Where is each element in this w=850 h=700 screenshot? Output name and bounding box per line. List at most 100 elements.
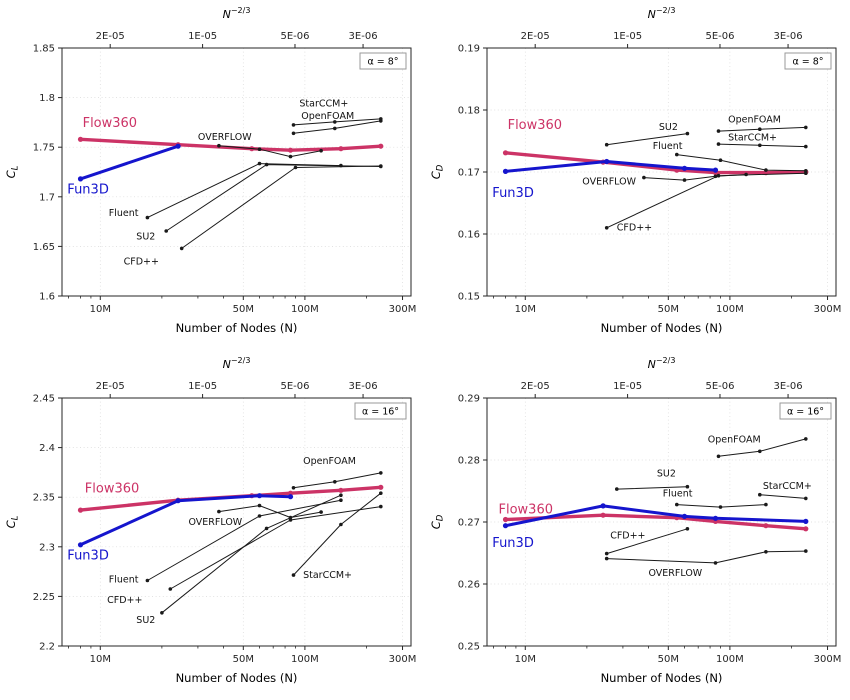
svg-text:2E-05: 2E-05 (96, 381, 125, 392)
svg-text:StarCCM+: StarCCM+ (728, 132, 777, 143)
svg-text:300M: 300M (814, 654, 842, 665)
svg-text:StarCCM+: StarCCM+ (763, 481, 812, 492)
svg-text:Number of Nodes (N): Number of Nodes (N) (176, 671, 298, 685)
svg-text:α = 16°: α = 16° (362, 407, 399, 418)
svg-text:3E-06: 3E-06 (774, 381, 803, 392)
svg-text:10M: 10M (515, 304, 536, 315)
svg-text:SU2: SU2 (659, 122, 678, 133)
svg-text:Number of Nodes (N): Number of Nodes (N) (601, 321, 723, 335)
svg-text:1.8: 1.8 (39, 93, 55, 104)
svg-text:50M: 50M (233, 654, 254, 665)
svg-text:1E-05: 1E-05 (188, 381, 217, 392)
svg-text:CL: CL (4, 165, 21, 178)
svg-text:CFD++: CFD++ (617, 222, 652, 233)
svg-text:SU2: SU2 (657, 469, 676, 480)
svg-text:Fluent: Fluent (663, 489, 693, 500)
svg-text:1.75: 1.75 (33, 143, 55, 154)
svg-text:5E-06: 5E-06 (705, 381, 734, 392)
svg-text:2.4: 2.4 (39, 443, 55, 454)
svg-text:300M: 300M (814, 304, 842, 315)
svg-text:CFD++: CFD++ (610, 531, 645, 542)
svg-text:10M: 10M (515, 654, 536, 665)
svg-text:N−2/3: N−2/3 (223, 356, 251, 371)
svg-text:5E-06: 5E-06 (280, 31, 309, 42)
svg-text:OpenFOAM: OpenFOAM (301, 111, 354, 122)
svg-text:50M: 50M (658, 304, 679, 315)
svg-text:50M: 50M (658, 654, 679, 665)
svg-text:OVERFLOW: OVERFLOW (189, 517, 243, 528)
svg-text:100M: 100M (716, 304, 744, 315)
svg-text:0.28: 0.28 (458, 456, 480, 467)
subplot-cd-alpha-8: 10M 50M 100M 300M 2E-05 1E-05 5E-06 3E-06 0.15 0.… (425, 0, 850, 350)
svg-text:StarCCM+: StarCCM+ (303, 570, 352, 581)
chart-cl-alpha16: 10M 50M 100M 300M 2E-05 1E-05 5E-06 3E-06 2.2 2.2… (4, 356, 417, 685)
svg-text:100M: 100M (291, 304, 319, 315)
svg-text:α = 8°: α = 8° (367, 57, 398, 68)
svg-text:0.26: 0.26 (458, 580, 480, 591)
svg-text:2.2: 2.2 (39, 642, 55, 653)
svg-text:OpenFOAM: OpenFOAM (303, 456, 356, 467)
svg-text:N−2/3: N−2/3 (223, 6, 251, 21)
svg-text:1.65: 1.65 (33, 242, 55, 253)
subplot-cl-alpha-8: 10M 50M 100M 300M 2E-05 1E-05 5E-06 3E-06 1.6 1.6… (0, 0, 425, 350)
svg-text:CL: CL (4, 515, 21, 528)
svg-text:Flow360: Flow360 (83, 116, 138, 131)
svg-text:100M: 100M (291, 654, 319, 665)
svg-text:OVERFLOW: OVERFLOW (582, 176, 636, 187)
svg-text:0.16: 0.16 (458, 230, 480, 241)
svg-text:2.35: 2.35 (33, 493, 55, 504)
chart-cl-alpha8: 10M 50M 100M 300M 2E-05 1E-05 5E-06 3E-06 1.6 1.6… (4, 6, 417, 335)
alpha-label-box (779, 402, 832, 420)
svg-text:OVERFLOW: OVERFLOW (198, 132, 252, 143)
svg-text:300M: 300M (389, 304, 417, 315)
svg-text:1E-05: 1E-05 (613, 381, 642, 392)
svg-text:3E-06: 3E-06 (349, 31, 378, 42)
svg-text:3E-06: 3E-06 (349, 381, 378, 392)
svg-text:0.19: 0.19 (458, 44, 480, 55)
svg-text:1.7: 1.7 (39, 192, 55, 203)
svg-text:OpenFOAM: OpenFOAM (708, 435, 761, 446)
svg-text:Fluent: Fluent (109, 208, 139, 219)
svg-text:Fluent: Fluent (109, 575, 139, 586)
svg-text:1.6: 1.6 (39, 292, 55, 303)
svg-text:5E-06: 5E-06 (280, 381, 309, 392)
svg-text:0.27: 0.27 (458, 518, 480, 529)
svg-text:Flow360: Flow360 (508, 118, 562, 133)
svg-text:Fun3D: Fun3D (492, 186, 534, 201)
svg-text:CFD++: CFD++ (107, 595, 142, 606)
alpha-label-box (784, 52, 832, 70)
svg-text:2E-05: 2E-05 (96, 31, 125, 42)
svg-text:Flow360: Flow360 (499, 502, 554, 517)
svg-text:2.3: 2.3 (39, 542, 55, 553)
svg-text:1.85: 1.85 (33, 44, 55, 55)
svg-text:2.25: 2.25 (33, 592, 55, 603)
svg-text:0.29: 0.29 (458, 394, 480, 405)
svg-text:Number of Nodes (N): Number of Nodes (N) (601, 671, 723, 685)
svg-text:CD: CD (429, 514, 446, 529)
svg-text:0.15: 0.15 (458, 292, 480, 303)
svg-text:CD: CD (429, 164, 446, 179)
svg-text:0.25: 0.25 (458, 642, 480, 653)
svg-text:0.18: 0.18 (458, 106, 480, 117)
svg-text:2E-05: 2E-05 (521, 31, 550, 42)
svg-text:Flow360: Flow360 (85, 482, 140, 497)
alpha-label-box (359, 52, 407, 70)
svg-text:StarCCM+: StarCCM+ (299, 99, 348, 110)
svg-text:OpenFOAM: OpenFOAM (728, 114, 781, 125)
svg-text:2.45: 2.45 (33, 394, 55, 405)
svg-text:100M: 100M (716, 654, 744, 665)
chart-cd-alpha8: 10M 50M 100M 300M 2E-05 1E-05 5E-06 3E-06 0.15 0.… (429, 6, 842, 335)
svg-text:300M: 300M (389, 654, 417, 665)
svg-text:Fun3D: Fun3D (492, 536, 534, 551)
subplot-cd-alpha-16: 10M 50M 100M 300M 2E-05 1E-05 5E-06 3E-06 0.25 0.… (425, 350, 850, 700)
svg-text:Number of Nodes (N): Number of Nodes (N) (176, 321, 298, 335)
svg-text:CFD++: CFD++ (124, 256, 159, 267)
svg-text:OVERFLOW: OVERFLOW (649, 568, 703, 579)
svg-text:1E-05: 1E-05 (188, 31, 217, 42)
svg-text:Fluent: Fluent (653, 141, 683, 152)
svg-text:2E-05: 2E-05 (521, 381, 550, 392)
svg-text:10M: 10M (90, 654, 111, 665)
chart-cd-alpha16: 10M 50M 100M 300M 2E-05 1E-05 5E-06 3E-06 0.25 0.… (429, 356, 842, 685)
svg-text:α = 8°: α = 8° (792, 57, 823, 68)
